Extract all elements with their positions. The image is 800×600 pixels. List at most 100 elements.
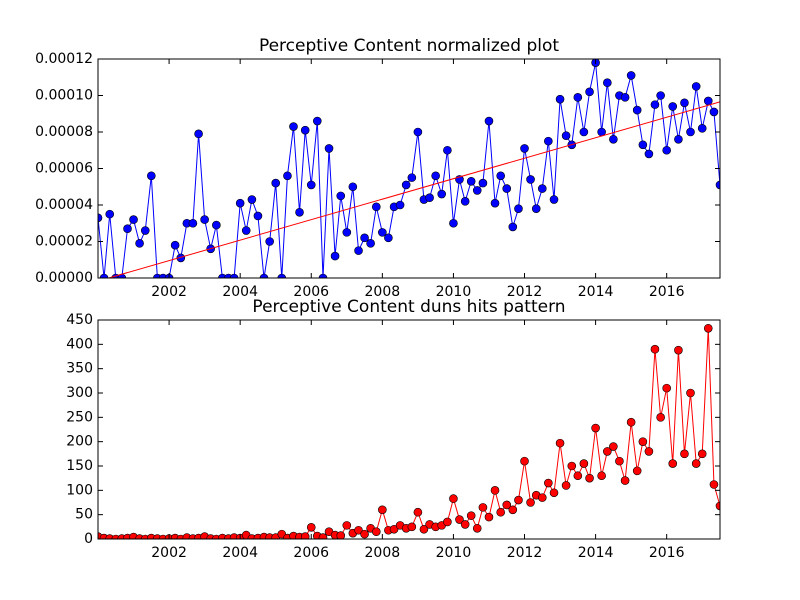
data-point <box>336 191 346 201</box>
data-point <box>425 193 434 202</box>
data-point <box>0 188 4 196</box>
data-point <box>544 136 553 146</box>
y-tick-label: 250 <box>66 409 93 425</box>
data-point <box>715 180 720 190</box>
data-point <box>484 512 494 522</box>
data-point <box>413 507 423 517</box>
series-line <box>98 328 720 539</box>
data-point <box>573 93 583 102</box>
data-point <box>626 417 636 427</box>
x-tick-label: 2010 <box>436 284 472 300</box>
x-tick-label: 2008 <box>365 545 401 561</box>
data-point <box>170 240 180 250</box>
data-point <box>200 215 209 224</box>
y-tick-label: 450 <box>66 312 93 328</box>
data-point <box>478 178 488 188</box>
data-point <box>460 520 470 529</box>
data-point <box>502 184 512 193</box>
data-point <box>241 226 251 235</box>
data-point <box>443 145 452 155</box>
data-point <box>336 531 346 539</box>
data-point <box>235 198 245 208</box>
data-point <box>597 471 606 481</box>
y-tick-label: 0 <box>84 531 93 547</box>
data-point <box>342 228 352 237</box>
data-point <box>680 98 689 108</box>
data-point <box>715 501 720 511</box>
data-point <box>632 105 642 115</box>
x-tick-label: 2016 <box>649 545 685 561</box>
data-point <box>697 449 707 459</box>
data-point <box>229 273 239 278</box>
data-point <box>496 507 506 517</box>
data-point <box>354 246 363 255</box>
data-point <box>561 481 571 490</box>
y-tick-label: 0.00010 <box>35 88 93 104</box>
data-point <box>520 456 529 466</box>
data-point <box>680 449 689 459</box>
data-point <box>354 525 363 535</box>
data-point <box>537 184 547 193</box>
data-point <box>585 473 594 483</box>
data-point <box>526 498 535 507</box>
data-point <box>265 237 274 246</box>
data-point <box>300 532 310 539</box>
data-point <box>686 127 695 137</box>
data-point <box>330 251 340 261</box>
data-point <box>360 233 369 243</box>
data-point <box>573 471 583 481</box>
data-point <box>514 204 523 213</box>
data-point <box>691 82 701 91</box>
y-tick-label: 0.00012 <box>35 51 93 67</box>
y-tick-label: 400 <box>66 336 93 352</box>
data-point <box>644 447 654 456</box>
y-tick-label: 150 <box>66 458 93 474</box>
y-tick-label: 350 <box>66 361 93 377</box>
data-point <box>703 323 713 333</box>
series-line <box>106 101 720 278</box>
x-tick-label: 2008 <box>365 284 401 300</box>
data-point <box>306 180 316 190</box>
data-point <box>401 180 411 190</box>
data-point <box>466 176 476 186</box>
data-point <box>437 189 446 199</box>
x-tick-label: 2016 <box>649 284 685 300</box>
data-point <box>366 239 375 248</box>
data-point <box>579 127 589 137</box>
data-point <box>407 173 417 182</box>
data-point <box>644 149 654 159</box>
data-point <box>603 447 612 456</box>
data-point <box>567 461 577 471</box>
data-point <box>603 78 612 88</box>
data-point <box>526 175 535 184</box>
data-point <box>306 523 316 532</box>
data-point <box>691 459 701 468</box>
x-tick-label: 2012 <box>507 284 543 300</box>
plot-area <box>98 323 720 539</box>
data-point <box>549 488 559 498</box>
data-point <box>484 116 494 126</box>
x-tick-label: 2012 <box>507 545 543 561</box>
x-tick-label: 2002 <box>151 545 187 561</box>
x-tick-label: 2010 <box>436 545 472 561</box>
data-point <box>443 517 452 527</box>
data-point <box>656 413 665 422</box>
y-tick-label: 100 <box>66 482 93 498</box>
data-point <box>324 144 334 153</box>
data-point <box>668 459 678 468</box>
data-point <box>0 68 4 76</box>
data-point <box>99 273 109 278</box>
data-point <box>703 96 713 106</box>
data-point <box>389 524 399 534</box>
data-point <box>615 456 624 466</box>
x-tick-label: 2006 <box>293 284 329 300</box>
data-point <box>348 182 358 192</box>
data-point <box>0 95 4 103</box>
data-point <box>318 533 328 539</box>
data-point <box>0 174 4 182</box>
data-point <box>449 218 458 228</box>
data-point <box>537 493 547 502</box>
data-point <box>449 494 458 503</box>
data-point <box>656 91 665 100</box>
data-point <box>289 122 298 131</box>
